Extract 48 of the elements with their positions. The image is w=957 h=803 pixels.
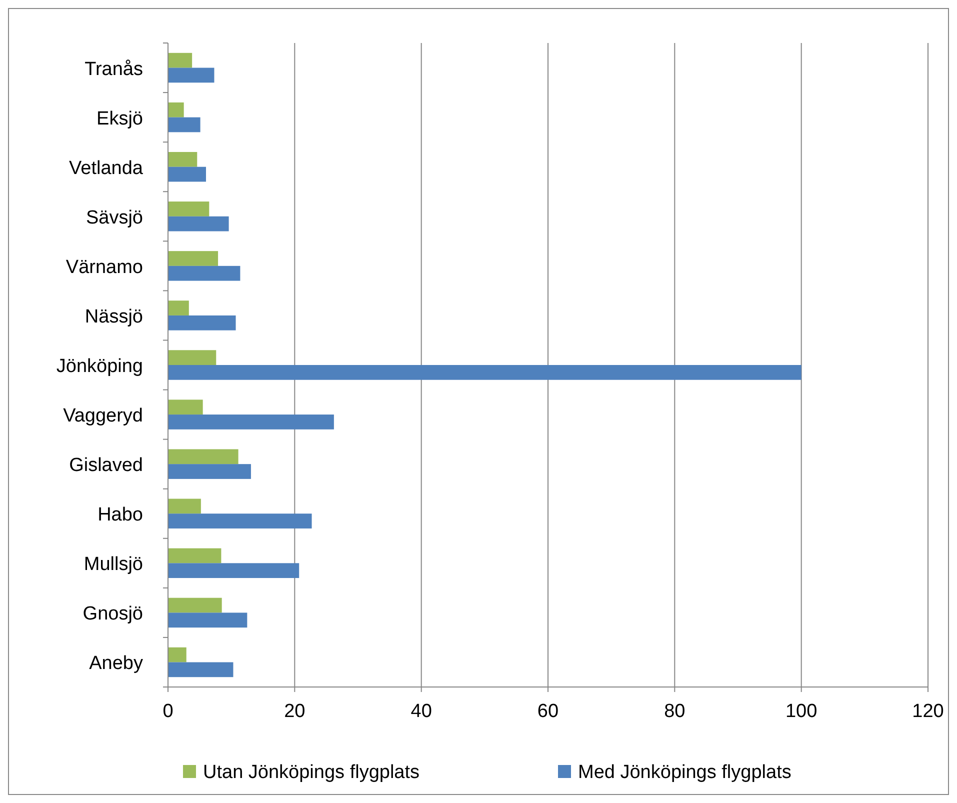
y-tick-label: Habo <box>98 504 143 526</box>
legend-label: Utan Jönköpings flygplats <box>203 762 420 783</box>
legend-label: Med Jönköpings flygplats <box>578 762 792 783</box>
y-tick-label: Jönköping <box>56 356 143 377</box>
y-tick-label: Gnosjö <box>82 604 143 625</box>
bar <box>168 662 234 678</box>
bar <box>168 300 189 316</box>
bar <box>168 117 200 132</box>
y-tick-label: Eksjö <box>96 108 143 130</box>
bar <box>168 202 210 216</box>
x-tick-label: 0 <box>162 701 174 722</box>
y-tick-label: Vaggeryd <box>63 406 143 427</box>
bar <box>168 68 214 83</box>
bar <box>168 563 300 578</box>
bar <box>168 414 334 430</box>
x-tick-label: 40 <box>410 701 432 722</box>
bar <box>168 598 222 613</box>
bar <box>168 449 238 464</box>
bar <box>168 514 312 528</box>
bar <box>168 152 198 167</box>
bar <box>168 102 184 118</box>
bar <box>168 266 240 281</box>
bar <box>168 612 248 628</box>
y-tick-label: Vetlanda <box>69 158 144 179</box>
x-tick-label: 120 <box>912 701 944 722</box>
bar <box>168 548 222 564</box>
y-tick-label: Värnamo <box>66 256 143 278</box>
x-tick-label: 20 <box>284 701 306 722</box>
bar <box>168 464 251 479</box>
y-tick-label: Nässjö <box>84 306 143 328</box>
bar <box>168 315 236 330</box>
x-tick-label: 60 <box>537 701 559 722</box>
y-tick-label: Aneby <box>89 653 144 674</box>
bar <box>168 400 203 415</box>
bar <box>168 216 229 232</box>
y-tick-label: Tranås <box>84 58 143 80</box>
bar <box>168 365 802 380</box>
bar <box>168 166 206 182</box>
y-tick-label: Mullsjö <box>84 554 143 576</box>
x-tick-label: 100 <box>785 701 818 722</box>
y-tick-label: Gislaved <box>69 455 143 476</box>
x-tick-label: 80 <box>664 701 686 722</box>
bar <box>168 251 218 266</box>
bar <box>168 647 186 662</box>
y-tick-label: Sävsjö <box>86 207 143 228</box>
bar <box>168 350 216 365</box>
bar <box>168 52 192 68</box>
bar <box>168 498 201 514</box>
